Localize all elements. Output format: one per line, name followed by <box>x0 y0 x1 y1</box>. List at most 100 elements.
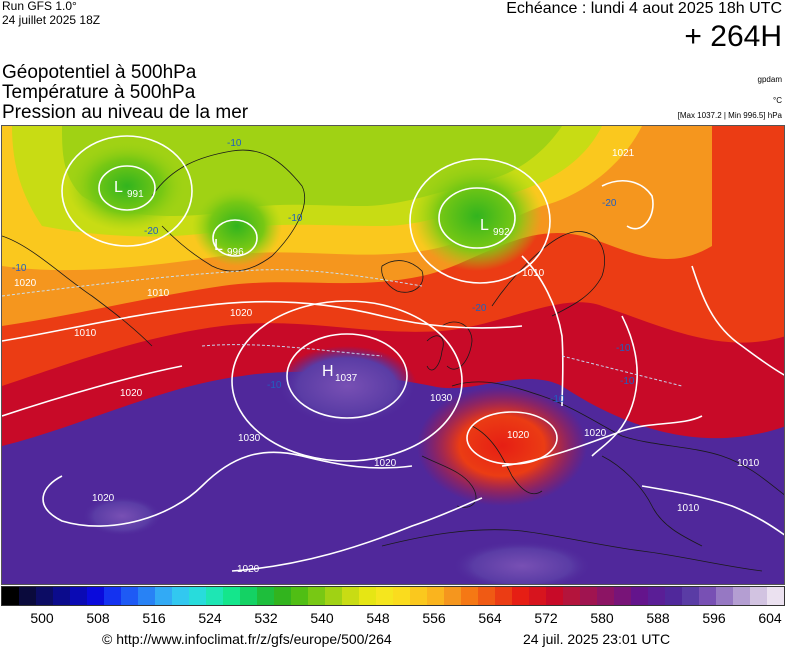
isobar-label: 1020 <box>237 564 260 575</box>
isobar-label: 1010 <box>737 458 760 469</box>
forecast-horizon: + 264H <box>684 20 782 53</box>
color-swatch <box>2 587 19 605</box>
color-swatch <box>138 587 155 605</box>
color-swatch <box>121 587 138 605</box>
color-swatch <box>512 587 529 605</box>
color-swatch <box>580 587 597 605</box>
color-swatch <box>240 587 257 605</box>
color-swatch <box>529 587 546 605</box>
color-swatch <box>648 587 665 605</box>
isobar-label: 1010 <box>147 288 170 299</box>
color-swatch <box>189 587 206 605</box>
low-pressure-center: L 992 <box>480 217 510 238</box>
weather-map-canvas: L 991 L 996 L 992 H 1037 1020 1010 1010 … <box>2 126 784 584</box>
isobar-label: 1020 <box>584 428 607 439</box>
color-swatch <box>750 587 767 605</box>
color-swatch <box>716 587 733 605</box>
svg-text:996: 996 <box>227 247 244 258</box>
color-swatch <box>478 587 495 605</box>
color-swatch <box>36 587 53 605</box>
color-swatch <box>546 587 563 605</box>
color-swatch <box>614 587 631 605</box>
isotherm-label: -10 <box>616 343 631 354</box>
layer-title-pressure: Pression au niveau de la mer <box>2 102 249 123</box>
forecast-valid-time: Echéance : lundi 4 aout 2025 18h UTC <box>506 0 782 17</box>
pressure-centers: L 991 L 996 L 992 H 1037 <box>114 179 510 384</box>
color-scale-tick: 564 <box>478 610 502 626</box>
color-scale-ticks: 500 508 516 524 532 540 548 556 564 572 580 588 596 6… <box>0 610 786 628</box>
svg-text:991: 991 <box>127 189 144 200</box>
color-scale-tick: 556 <box>422 610 446 626</box>
unit-temperature: °C <box>773 96 782 105</box>
color-swatch <box>597 587 614 605</box>
svg-text:L: L <box>214 237 223 254</box>
color-swatch <box>70 587 87 605</box>
color-scale-tick: 548 <box>366 610 390 626</box>
isobar-label: 1021 <box>612 148 635 159</box>
isobar-label: 1020 <box>507 430 530 441</box>
isotherm-label: -10 <box>12 263 27 274</box>
isobar-label: 1030 <box>430 393 453 404</box>
color-swatch <box>376 587 393 605</box>
color-swatch <box>733 587 750 605</box>
color-swatch <box>104 587 121 605</box>
color-swatch <box>427 587 444 605</box>
color-scale-tick: 532 <box>254 610 278 626</box>
isobar-label: 1020 <box>374 458 397 469</box>
isobar-label: 1020 <box>230 308 253 319</box>
svg-text:992: 992 <box>493 227 510 238</box>
isobar-label: 1010 <box>522 268 545 279</box>
color-swatch <box>87 587 104 605</box>
isotherms <box>2 269 683 387</box>
color-swatch <box>172 587 189 605</box>
svg-text:L: L <box>480 217 489 234</box>
color-swatch <box>410 587 427 605</box>
color-scale-tick: 588 <box>646 610 670 626</box>
isotherm-label: -20 <box>144 226 159 237</box>
isotherm-label: -20 <box>472 303 487 314</box>
isotherm-label: -20 <box>602 198 617 209</box>
color-scale-tick: 572 <box>534 610 558 626</box>
isotherm-label: -10 <box>620 376 635 387</box>
color-swatch <box>767 587 784 605</box>
layer-title-geopotential: Géopotentiel à 500hPa <box>2 62 197 83</box>
svg-text:L: L <box>114 179 123 196</box>
color-swatch <box>682 587 699 605</box>
isotherm-label: -10 <box>288 213 303 224</box>
high-pressure-center: H 1037 <box>322 363 358 384</box>
source-credit: © http://www.infoclimat.fr/z/gfs/europe/… <box>102 631 392 647</box>
isobar-label: 1010 <box>677 503 700 514</box>
isotherm-label: -10 <box>267 380 282 391</box>
color-swatch <box>359 587 376 605</box>
color-scale-tick: 596 <box>702 610 726 626</box>
color-swatch <box>53 587 70 605</box>
unit-geopotential: gpdam <box>757 75 782 84</box>
color-swatch <box>19 587 36 605</box>
color-swatch <box>155 587 172 605</box>
low-pressure-center: L 996 <box>214 237 244 258</box>
color-swatch <box>274 587 291 605</box>
isotherm-labels: -10 -20 -10 -10 -20 -20 -10 -10 -10 -10 <box>12 138 635 405</box>
run-title: Run GFS 1.0° <box>2 0 77 13</box>
color-swatch <box>325 587 342 605</box>
isobar-label: 1030 <box>238 433 261 444</box>
isobar-label: 1020 <box>120 388 143 399</box>
color-swatch <box>699 587 716 605</box>
isotherm-label: -10 <box>550 394 565 405</box>
color-swatch <box>308 587 325 605</box>
weather-map: L 991 L 996 L 992 H 1037 1020 1010 1010 … <box>1 125 785 585</box>
color-swatch <box>342 587 359 605</box>
color-swatch <box>291 587 308 605</box>
color-scale-tick: 508 <box>86 610 110 626</box>
color-swatch <box>665 587 682 605</box>
isobar-label: 1010 <box>74 328 97 339</box>
layer-title-temperature: Température à 500hPa <box>2 82 196 103</box>
color-swatch <box>223 587 240 605</box>
color-swatch <box>461 587 478 605</box>
pressure-extremes: [Max 1037.2 | Min 996.5] hPa <box>677 111 782 120</box>
color-scale-tick: 500 <box>30 610 54 626</box>
isobar-label: 1020 <box>92 493 115 504</box>
color-swatch <box>444 587 461 605</box>
color-swatch <box>393 587 410 605</box>
color-scale-tick: 580 <box>590 610 614 626</box>
